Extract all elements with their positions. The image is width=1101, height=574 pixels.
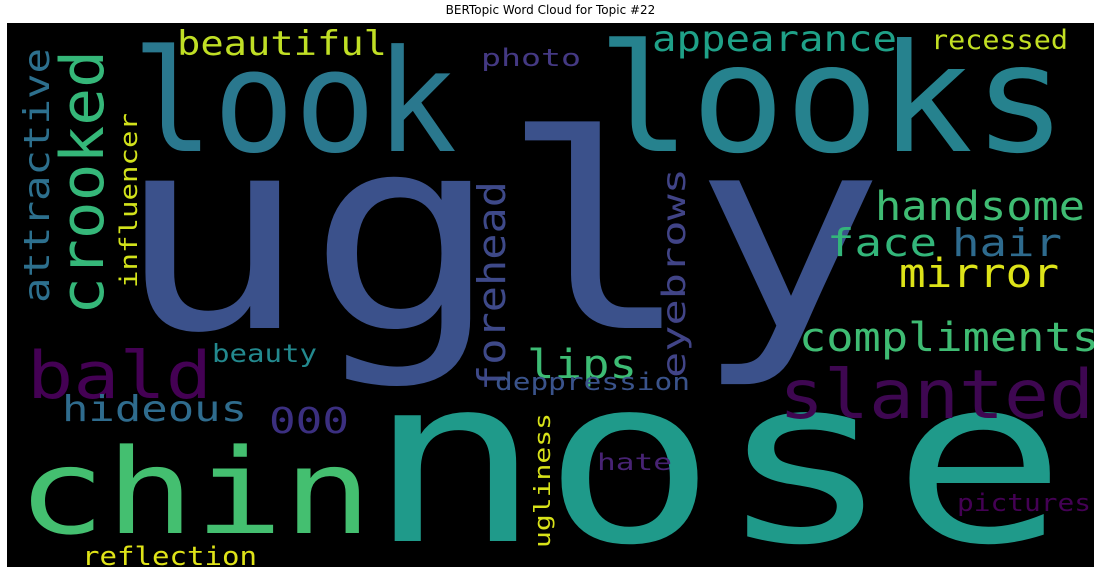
word-face: face [827,221,937,265]
word-handsome: handsome [875,184,1085,230]
word-ugly: ugly [115,77,885,392]
word-hideous: hideous [62,389,247,430]
word-reflection: reflection [82,542,257,567]
word-mirror: mirror [899,251,1059,297]
word-ugliness: ugliness [531,413,556,548]
word-slanted: slanted [779,356,1094,435]
word-chin: chin [17,423,372,561]
word-beauty: beauty [212,339,317,368]
word-deppression: deppression [495,368,690,396]
word-look: look [132,23,457,185]
word-000: 000 [269,401,349,442]
word-attractive: attractive [17,48,58,303]
word-photo: photo [481,44,581,72]
word-hate: hate [597,450,672,476]
word-nose: nose [367,329,1067,567]
word-beautiful: beautiful [177,24,387,64]
word-lips: lips [527,342,637,388]
word-appearance: appearance [652,23,897,60]
word-forehead: forehead [470,181,514,391]
cloud-background [7,23,1094,567]
word-hair: hair [952,221,1062,265]
word-influencer: influencer [115,113,143,288]
chart-title: BERTopic Word Cloud for Topic #22 [445,3,656,17]
word-recessed: recessed [931,25,1068,56]
word-crooked: crooked [48,50,118,315]
word-bald: bald [27,339,212,414]
word-compliments: compliments [799,315,1094,361]
word-pictures: pictures [957,489,1091,517]
word-eyebrows: eyebrows [655,168,693,378]
word-looks: looks [597,23,1067,187]
